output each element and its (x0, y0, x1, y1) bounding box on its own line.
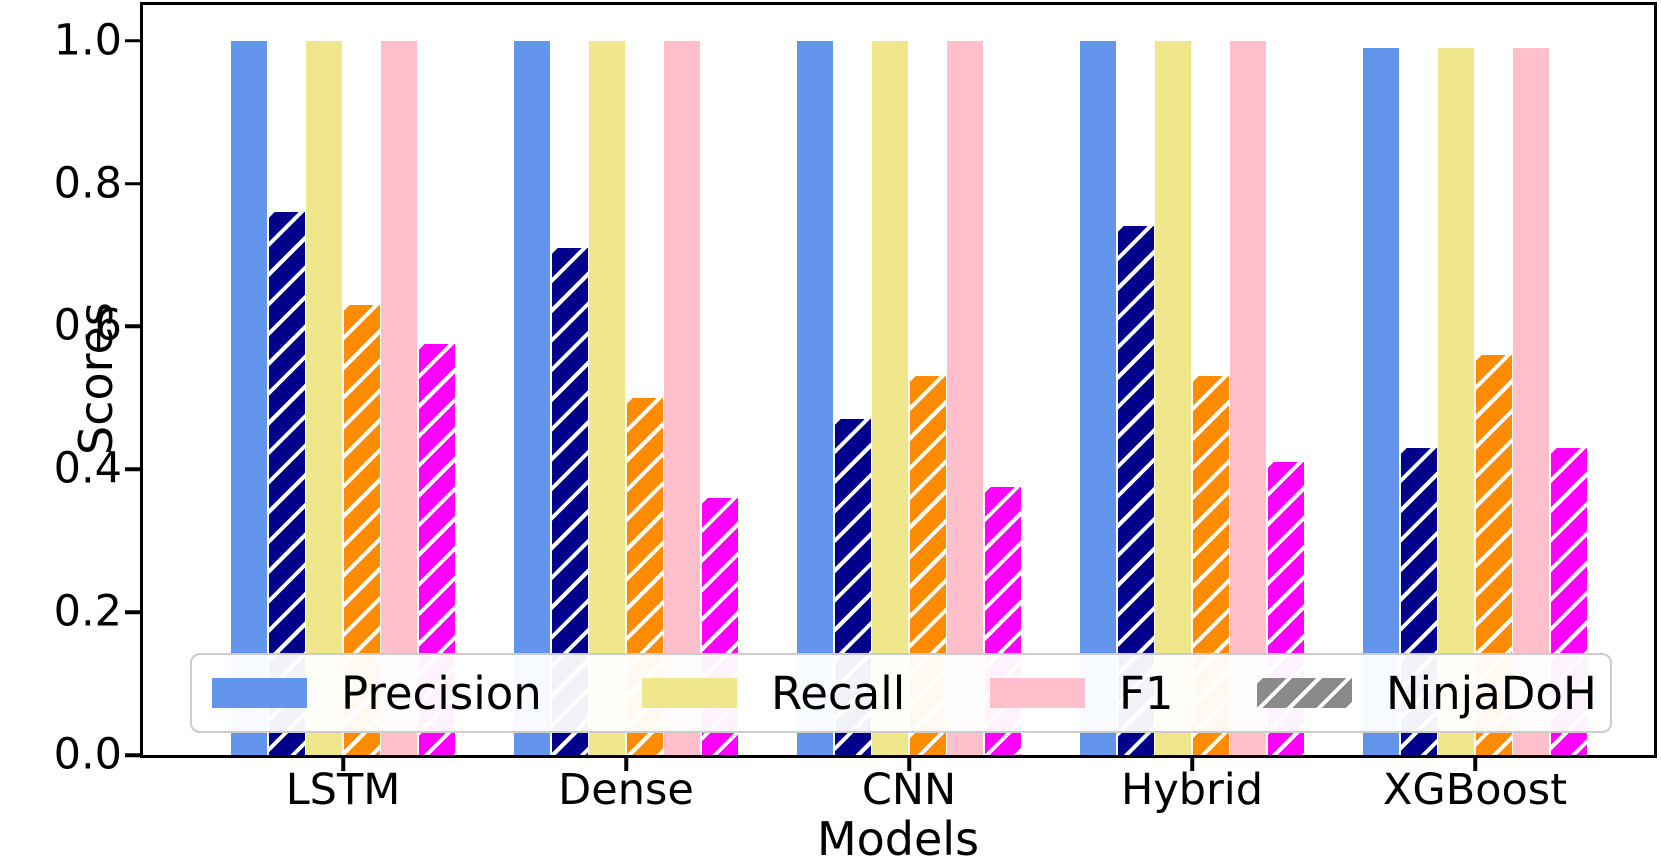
bar-precision-xgboost (1363, 47, 1399, 755)
bar-f1-hybrid (1230, 40, 1267, 755)
x-tick-label-xgboost: XGBoost (1382, 765, 1568, 815)
y-tick-mark (125, 467, 140, 472)
y-tick-mark (125, 610, 140, 614)
legend-label: Recall (771, 666, 906, 720)
y-tick-label: 0.6 (53, 300, 122, 351)
y-tick-label: 0.8 (53, 158, 122, 209)
bars-container (143, 5, 1654, 755)
legend: Precision Recall F1 NinjaDoH (190, 653, 1612, 733)
x-tick-mark (1190, 758, 1194, 771)
bar-precision-dense (514, 40, 550, 755)
bar-precision-lstm (231, 40, 267, 755)
bar-f1-cnn (947, 40, 984, 755)
legend-label: NinjaDoH (1386, 666, 1597, 720)
y-tick-label: 0.4 (53, 443, 122, 494)
y-tick-label: 1.0 (53, 15, 122, 66)
y-tick-mark (125, 38, 140, 43)
y-tick-mark (125, 753, 140, 757)
x-tick-label-dense: Dense (558, 765, 694, 815)
x-tick-label-cnn: CNN (861, 765, 957, 815)
y-tick-label: 0.2 (53, 586, 122, 637)
legend-entry-precision: Precision (212, 655, 542, 731)
legend-swatch-f1 (990, 678, 1085, 708)
legend-label: Precision (341, 666, 542, 720)
legend-swatch-recall (642, 678, 737, 708)
bar-recall-xgboost (1438, 47, 1475, 755)
bar-precision-cnn (797, 40, 833, 755)
bar-precision-hybrid (1080, 40, 1116, 755)
x-axis-label: Models (816, 812, 980, 861)
x-tick-mark (907, 758, 911, 771)
bar-f1-dense (664, 40, 701, 755)
x-tick-label-lstm: LSTM (285, 765, 401, 815)
y-tick-mark (125, 181, 140, 186)
legend-entry-recall: Recall (642, 655, 905, 731)
legend-swatch-ninjadoh (1257, 678, 1352, 708)
y-tick-label: 0.0 (53, 729, 122, 780)
bar-recall-lstm (306, 40, 343, 755)
x-tick-mark (1473, 758, 1477, 771)
plot-area: Scores (69, 2, 1657, 758)
bar-f1-xgboost (1513, 47, 1550, 755)
bar-f1-lstm (381, 40, 418, 755)
x-tick-mark (341, 758, 345, 771)
legend-label: F1 (1119, 666, 1174, 720)
legend-swatch-precision (212, 678, 307, 708)
legend-entry-f1: F1 (990, 655, 1174, 731)
bar-recall-cnn (872, 40, 909, 755)
x-tick-label-hybrid: Hybrid (1121, 765, 1263, 815)
x-tick-mark (624, 758, 628, 771)
legend-entry-ninjadoh: NinjaDoH (1257, 655, 1597, 731)
y-tick-mark (125, 324, 140, 329)
bar-recall-dense (589, 40, 626, 755)
bar-recall-hybrid (1155, 40, 1192, 755)
